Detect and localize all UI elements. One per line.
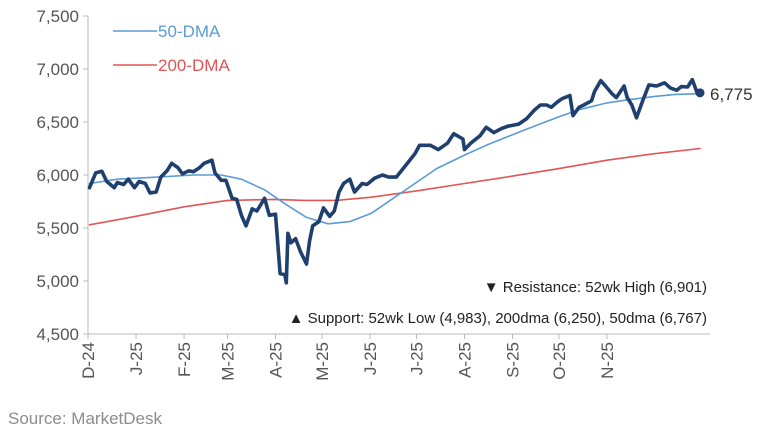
y-tick-label: 6,500 [36,113,79,132]
legend-label-dma200: 200-DMA [158,56,230,75]
annotations: ▼ Resistance: 52wk High (6,901) ▲ Suppor… [289,279,707,327]
y-tick-label: 4,500 [36,325,79,344]
last-value-marker [695,88,705,98]
x-tick-label: F-25 [175,342,194,377]
x-tick-label: A-25 [266,342,285,378]
y-tick-label: 5,000 [36,272,79,291]
y-tick-label: 6,000 [36,166,79,185]
y-tick-label: 5,500 [36,219,79,238]
x-tick-label: D-24 [79,342,98,379]
series-layer: 6,775 [87,77,753,285]
x-tick-label: S-25 [504,342,523,378]
x-axis: D-24 J-25 F-25 M-25 A-25 M-25 J-25 J-25 A-25 S-25… [79,333,710,381]
x-tick-label: M-25 [218,342,237,381]
y-tick-label: 7,000 [36,60,79,79]
x-tick-label: O-25 [550,342,569,380]
support-annotation: ▲ Support: 52wk Low (4,983), 200dma (6,2… [289,310,707,327]
x-tick-label: J-25 [361,342,380,375]
x-tick-label: N-25 [598,342,617,379]
legend: 50-DMA 200-DMA [113,22,230,75]
y-axis: 4,500 5,000 5,500 6,000 6,500 7,000 7,500 [36,7,89,344]
last-value-label: 6,775 [710,85,753,104]
source-note: Source: MarketDesk [8,409,162,428]
series-line-price [87,77,702,285]
y-tick-label: 7,500 [36,7,79,26]
legend-label-dma50: 50-DMA [158,22,221,41]
resistance-annotation: ▼ Resistance: 52wk High (6,901) [484,279,707,296]
chart-canvas: 4,500 5,000 5,500 6,000 6,500 7,000 7,500 D-24… [36,7,753,381]
x-tick-label: A-25 [455,342,474,378]
series-line-dma200 [88,147,701,226]
x-tick-label: M-25 [313,342,332,381]
series-line-dma50 [88,92,701,225]
x-tick-label: J-25 [407,342,426,375]
x-tick-label: J-25 [127,342,146,375]
